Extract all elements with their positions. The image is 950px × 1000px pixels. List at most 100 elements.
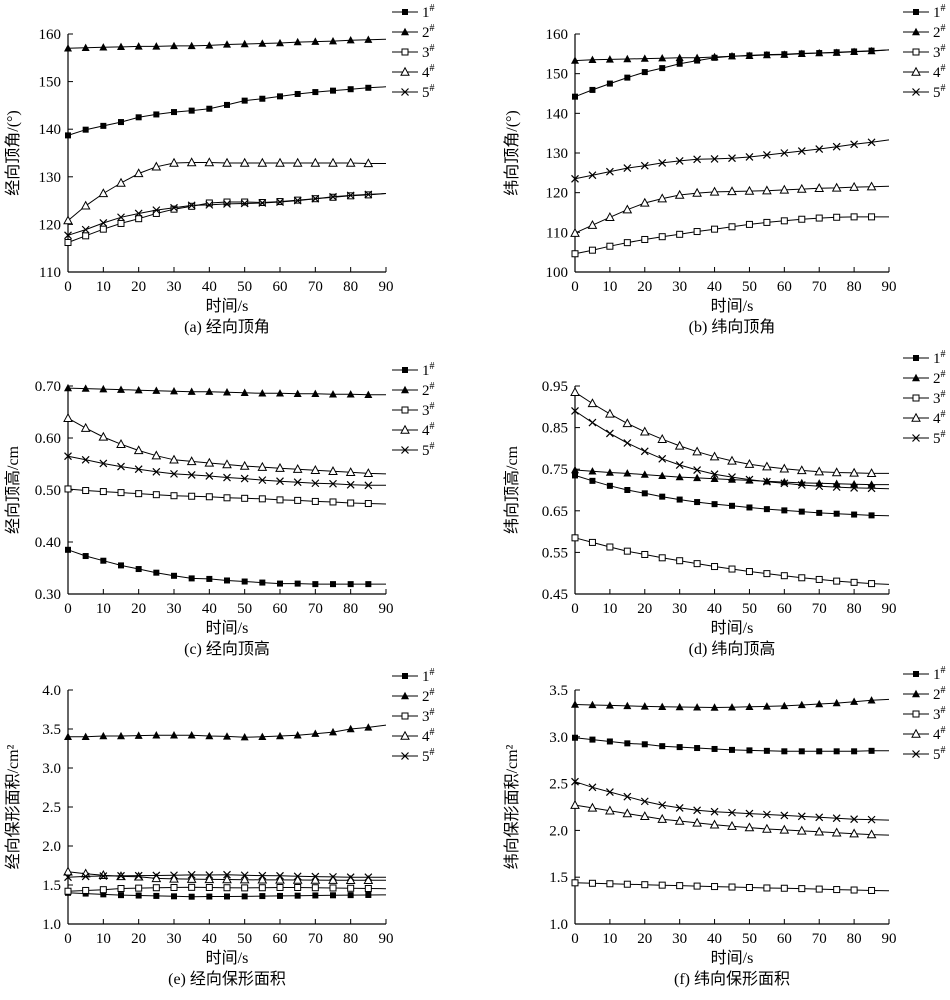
y-tick-label: 140 (39, 122, 62, 138)
series-2#-marker (117, 731, 125, 740)
series-3#-marker (188, 492, 196, 500)
series-5#-marker (258, 871, 267, 880)
series-5#-marker (311, 872, 320, 881)
series-3#-marker (606, 880, 614, 888)
series-1#-marker (171, 109, 177, 116)
series-3#-marker (850, 213, 858, 221)
series-3#-marker (623, 239, 631, 247)
series-1#-marker (851, 511, 858, 518)
series-5#-marker (640, 447, 649, 456)
legend-entry-3#: 3# (903, 705, 946, 723)
x-tick-label: 30 (167, 279, 182, 295)
legend-open-square-icon (401, 48, 409, 56)
legend-entry-4#: 4# (392, 63, 435, 81)
series-4#-marker (674, 189, 685, 199)
series-2#-marker (99, 43, 108, 51)
series-4#-marker (345, 467, 356, 477)
series-2#-marker (364, 723, 373, 731)
series-2#-marker (293, 731, 302, 739)
legend-filled-triangle-icon (912, 689, 920, 698)
series-2#-marker (134, 731, 143, 739)
series-2#-marker (276, 389, 284, 397)
series-4#-marker (133, 445, 144, 455)
series-1#-marker (347, 581, 354, 588)
series-3#-marker (658, 554, 666, 562)
series-1#-marker (118, 562, 124, 569)
legend-x-icon (401, 446, 409, 454)
legend-label-sup: # (941, 43, 946, 54)
x-tick-label: 70 (308, 931, 323, 947)
series-2#-marker (346, 724, 355, 733)
legend-entry-4#: 4# (392, 421, 435, 439)
legend-entry-1#: 1# (392, 3, 435, 21)
series-1#-marker (65, 132, 71, 139)
series-4#-marker (222, 157, 232, 167)
series-4#-marker (63, 866, 73, 876)
series-1#-marker (572, 472, 578, 479)
series-1#-marker (206, 105, 213, 112)
series-2#-marker (571, 56, 579, 64)
legend-label-sup: # (941, 409, 946, 420)
series-4#-marker (692, 446, 702, 456)
x-tick-label: 50 (237, 601, 252, 617)
series-4#-marker (204, 874, 215, 884)
x-tick-label: 50 (237, 279, 252, 295)
legend-open-triangle-icon (400, 66, 410, 76)
x-tick-label: 30 (672, 931, 687, 947)
series-4#-marker (204, 457, 215, 467)
series-2#-marker (867, 696, 876, 704)
series-4#-marker (814, 183, 825, 193)
legend-entry-3#: 3# (903, 389, 946, 407)
series-5#-marker (675, 804, 684, 812)
series-5#-marker (867, 815, 876, 824)
y-tick-label: 0.50 (35, 483, 61, 499)
series-5#-marker (311, 479, 320, 488)
series-5#-marker (623, 792, 632, 801)
series-4#-marker (363, 158, 374, 168)
series-4#-marker (692, 187, 702, 197)
series-4#-marker (849, 467, 859, 477)
series-5#-marker (64, 873, 72, 882)
chart-caption: (d) 纬向顶高 (689, 640, 776, 658)
series-3#-marker (170, 205, 178, 213)
x-tick-label: 90 (379, 279, 394, 295)
series-2#-marker (693, 53, 702, 61)
series-3#-marker (64, 485, 72, 493)
series-4#-marker (605, 408, 615, 418)
series-4#-marker (169, 454, 179, 464)
series-2#-marker (675, 53, 684, 61)
series-3#-marker (82, 487, 90, 495)
series-2#-marker (658, 53, 667, 62)
x-tick-label: 40 (202, 279, 217, 295)
series-5#-marker (780, 479, 789, 488)
legend-filled-triangle-icon (912, 27, 920, 36)
series-1#-marker (816, 509, 823, 516)
series-3#-marker (135, 490, 143, 498)
series-4#-marker (779, 824, 790, 834)
series-1#-marker (659, 493, 666, 500)
legend-label-sup: # (941, 725, 946, 736)
x-tick-label: 90 (882, 931, 897, 947)
series-4#-marker (762, 461, 772, 471)
y-tick-label: 150 (39, 75, 62, 91)
series-4#-marker (692, 817, 702, 827)
series-3#-marker (99, 488, 107, 496)
series-2#-marker (64, 732, 72, 740)
series-3#-marker (658, 233, 666, 241)
series-2#-marker (658, 702, 667, 711)
series-4#-marker (639, 197, 650, 207)
legend-label: 2# (422, 23, 435, 41)
series-2#-marker (762, 702, 771, 710)
series-4#-marker (169, 873, 179, 883)
chart-f-svg: 1.0 1.5 2.0 2.5 3.0 3.5 0 10 20 30 40 50 60 70 80 90 纬向保… (503, 665, 946, 988)
x-tick-label: 10 (602, 279, 617, 295)
series-2#-marker (170, 41, 178, 50)
series-2#-marker (364, 390, 373, 399)
series-5#-marker (205, 871, 214, 879)
series-5#-marker (152, 467, 161, 476)
x-tick-label: 50 (742, 601, 757, 617)
y-tick-label: 120 (39, 217, 62, 233)
series-2#-marker (81, 43, 90, 52)
series-3#-marker (188, 202, 196, 210)
series-2#-marker (640, 470, 649, 478)
